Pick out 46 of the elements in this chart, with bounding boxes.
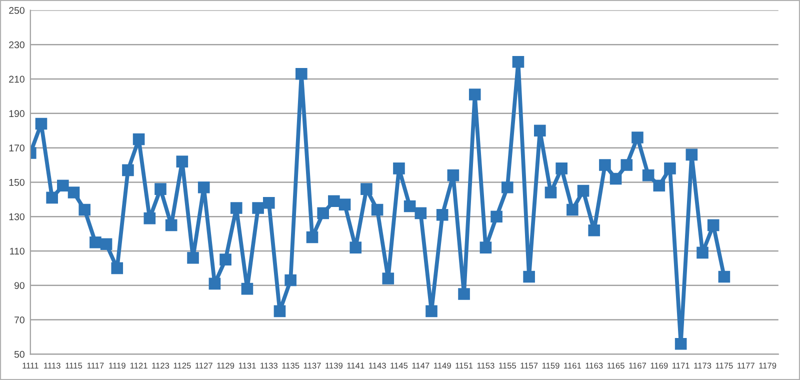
x-tick-label: 1147 [412, 362, 430, 369]
x-tick-label: 1123 [152, 362, 170, 369]
x-tick-label: 1113 [44, 362, 60, 369]
x-tick-label: 1115 [66, 362, 82, 369]
y-tick-label: 150 [9, 178, 24, 186]
y-tick-label: 210 [9, 76, 24, 83]
y-tick-label: 190 [9, 110, 24, 118]
x-tick-label: 1151 [456, 362, 473, 369]
y-tick-label: 170 [9, 144, 24, 152]
x-tick-label: 1159 [542, 362, 560, 369]
x-tick-label: 1153 [477, 362, 494, 369]
y-tick-label: 50 [14, 350, 24, 358]
x-tick-label: 1161 [564, 362, 581, 369]
x-tick-label: 1163 [586, 362, 603, 369]
x-tick-label: 1149 [434, 362, 451, 369]
x-tick-label: 1145 [390, 362, 408, 369]
x-tick-label: 1177 [738, 362, 754, 369]
x-tick-label: 1143 [368, 362, 386, 369]
y-tick-label: 110 [10, 248, 24, 255]
x-tick-label: 1175 [716, 362, 733, 369]
y-tick-label: 130 [9, 213, 24, 220]
x-tick-label: 1179 [759, 362, 776, 369]
y-tick-label: 250 [9, 6, 24, 14]
x-tick-label: 1165 [607, 362, 624, 369]
x-tick-label: 1129 [217, 362, 234, 369]
x-tick-label: 1141 [347, 362, 364, 369]
x-tick-label: 1139 [326, 362, 343, 369]
x-tick-label: 1157 [520, 362, 538, 369]
x-tick-label: 1127 [196, 362, 212, 369]
x-tick-label: 1135 [282, 362, 300, 369]
y-tick-label: 90 [14, 282, 24, 289]
x-tick-label: 1121 [130, 362, 148, 369]
x-tick-label: 1125 [174, 362, 191, 369]
x-tick-label: 1117 [87, 362, 104, 369]
x-tick-label: 1171 [672, 362, 690, 369]
x-tick-label: 1119 [109, 362, 126, 369]
x-tick-label: 1133 [260, 362, 278, 369]
x-tick-label: 1137 [304, 362, 321, 369]
x-tick-label: 1155 [499, 362, 516, 369]
x-tick-label: 1173 [694, 362, 712, 369]
x-tick-label: 1167 [629, 362, 646, 369]
y-tick-label: 230 [9, 41, 24, 48]
y-tick-label: 70 [14, 316, 24, 324]
x-tick-label: 1169 [650, 362, 668, 369]
x-tick-label: 1131 [238, 362, 256, 369]
x-tick-label: 1111 [22, 362, 38, 369]
